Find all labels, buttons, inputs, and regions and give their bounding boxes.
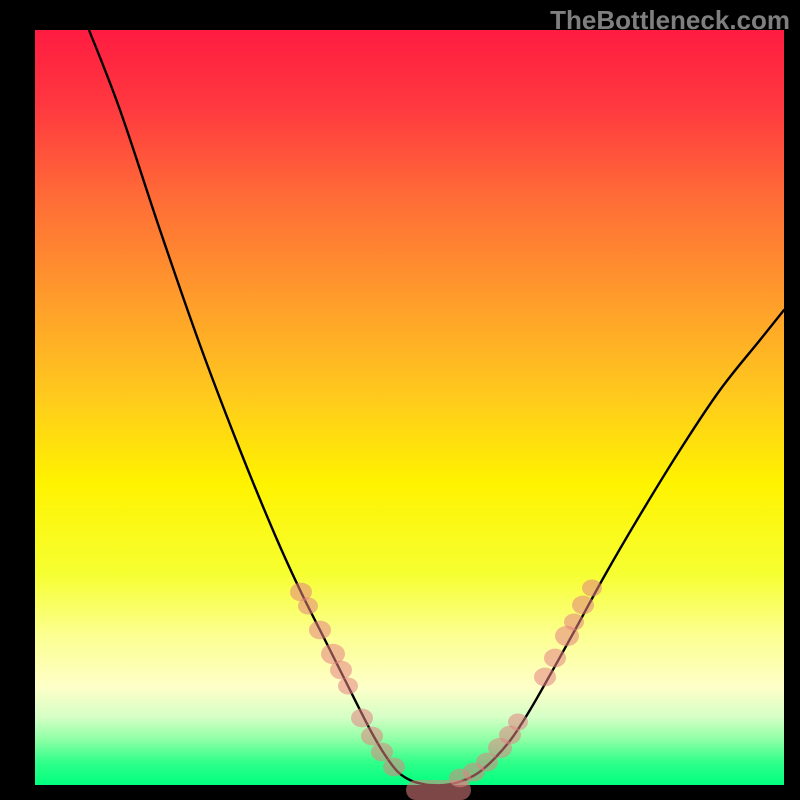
data-marker <box>298 598 318 615</box>
watermark-text: TheBottleneck.com <box>550 5 790 36</box>
data-marker <box>544 649 566 668</box>
data-marker <box>330 661 352 680</box>
data-markers <box>290 580 602 800</box>
data-marker <box>582 580 602 597</box>
data-marker <box>351 709 373 728</box>
chart-overlay-svg <box>0 0 800 800</box>
data-marker <box>572 596 594 615</box>
data-marker <box>309 621 331 640</box>
curve-right <box>428 310 784 785</box>
data-marker <box>383 758 405 777</box>
data-marker <box>534 668 556 687</box>
data-marker <box>338 678 358 695</box>
data-marker <box>508 714 528 731</box>
data-marker <box>564 614 584 631</box>
data-marker-blob <box>406 780 471 800</box>
data-marker <box>361 727 383 746</box>
curve-left <box>89 30 428 785</box>
chart-canvas: TheBottleneck.com <box>0 0 800 800</box>
